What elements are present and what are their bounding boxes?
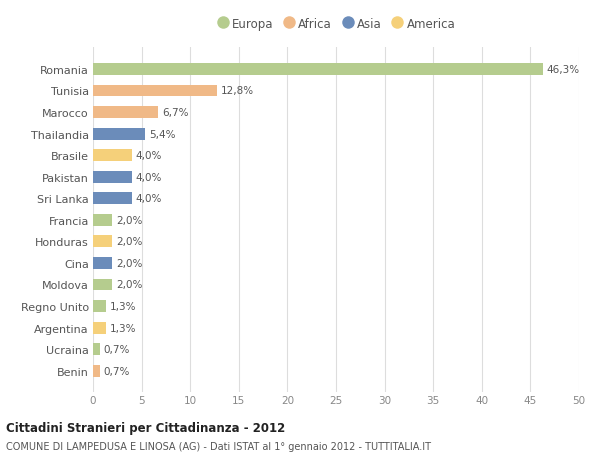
Text: 12,8%: 12,8% bbox=[221, 86, 254, 96]
Bar bbox=[93, 64, 543, 76]
Bar bbox=[93, 107, 158, 119]
Text: 2,0%: 2,0% bbox=[116, 258, 143, 269]
Text: 5,4%: 5,4% bbox=[149, 129, 176, 139]
Bar bbox=[93, 193, 132, 205]
Text: 0,7%: 0,7% bbox=[104, 344, 130, 354]
Legend: Europa, Africa, Asia, America: Europa, Africa, Asia, America bbox=[212, 13, 460, 35]
Bar bbox=[93, 236, 112, 248]
Bar bbox=[93, 257, 112, 269]
Text: COMUNE DI LAMPEDUSA E LINOSA (AG) - Dati ISTAT al 1° gennaio 2012 - TUTTITALIA.I: COMUNE DI LAMPEDUSA E LINOSA (AG) - Dati… bbox=[6, 441, 431, 451]
Bar bbox=[93, 85, 217, 97]
Bar bbox=[93, 214, 112, 226]
Text: 2,0%: 2,0% bbox=[116, 280, 143, 290]
Bar bbox=[93, 343, 100, 355]
Text: 2,0%: 2,0% bbox=[116, 237, 143, 247]
Text: 0,7%: 0,7% bbox=[104, 366, 130, 376]
Bar bbox=[93, 301, 106, 312]
Text: 2,0%: 2,0% bbox=[116, 215, 143, 225]
Text: 1,3%: 1,3% bbox=[110, 302, 136, 311]
Text: 6,7%: 6,7% bbox=[162, 108, 188, 118]
Text: 4,0%: 4,0% bbox=[136, 194, 162, 204]
Text: 4,0%: 4,0% bbox=[136, 172, 162, 182]
Text: Cittadini Stranieri per Cittadinanza - 2012: Cittadini Stranieri per Cittadinanza - 2… bbox=[6, 421, 285, 434]
Bar bbox=[93, 365, 100, 377]
Bar bbox=[93, 171, 132, 183]
Bar bbox=[93, 322, 106, 334]
Text: 46,3%: 46,3% bbox=[547, 65, 580, 75]
Bar bbox=[93, 279, 112, 291]
Bar bbox=[93, 150, 132, 162]
Bar bbox=[93, 129, 145, 140]
Text: 1,3%: 1,3% bbox=[110, 323, 136, 333]
Text: 4,0%: 4,0% bbox=[136, 151, 162, 161]
